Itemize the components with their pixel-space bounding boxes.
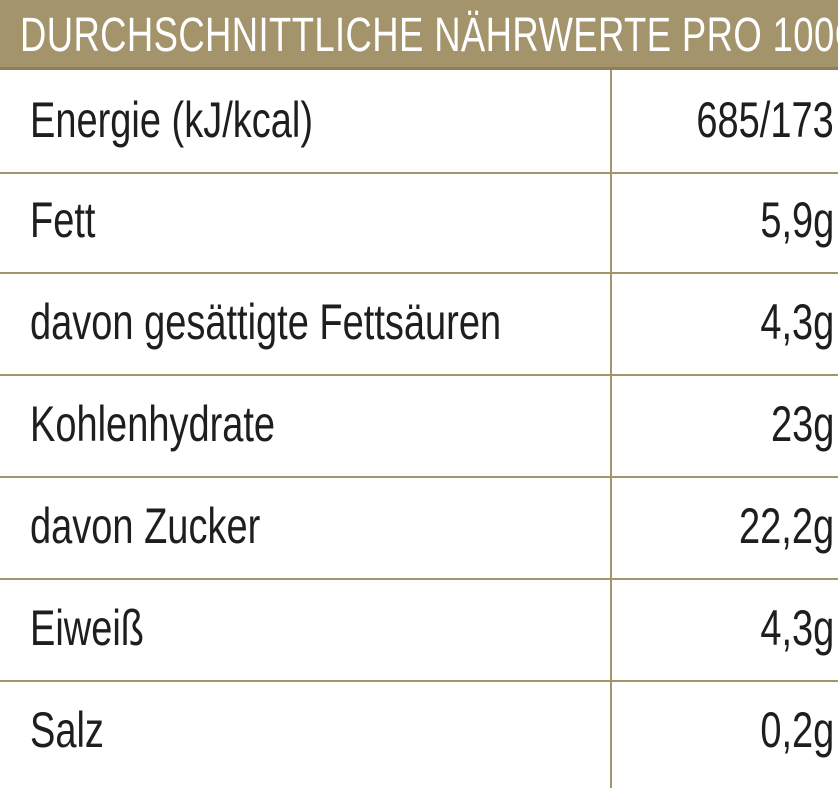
table-row-fat: Fett 5,9g bbox=[0, 170, 838, 274]
column-divider bbox=[610, 70, 612, 788]
row-label: Energie (kJ/kcal) bbox=[30, 92, 313, 148]
table-row-carbohydrates: Kohlenhydrate 23g bbox=[0, 374, 838, 478]
row-label: Fett bbox=[30, 192, 96, 248]
row-value: 0,2g bbox=[760, 702, 834, 758]
row-value: 5,9g bbox=[760, 192, 834, 248]
row-label: Salz bbox=[30, 702, 104, 758]
table-row-saturated-fat: davon gesättigte Fettsäuren 4,3g bbox=[0, 272, 838, 376]
row-label: davon Zucker bbox=[30, 498, 261, 554]
table-title: DURCHSCHNITTLICHE NÄHRWERTE PRO 100G bbox=[20, 9, 838, 62]
row-label: Eiweiß bbox=[30, 600, 145, 656]
row-value: 23g bbox=[770, 396, 834, 452]
table-row-protein: Eiweiß 4,3g bbox=[0, 578, 838, 682]
row-value: 22,2g bbox=[738, 498, 834, 554]
row-value: 4,3g bbox=[760, 600, 834, 656]
row-value: 4,3g bbox=[760, 294, 834, 350]
table-header: DURCHSCHNITTLICHE NÄHRWERTE PRO 100G bbox=[0, 0, 838, 70]
table-row-salt: Salz 0,2g bbox=[0, 680, 838, 784]
row-label: davon gesättigte Fettsäuren bbox=[30, 294, 502, 350]
row-label: Kohlenhydrate bbox=[30, 396, 276, 452]
row-value: 685/173 bbox=[696, 92, 834, 148]
table-row-sugar: davon Zucker 22,2g bbox=[0, 476, 838, 580]
table-row-energy: Energie (kJ/kcal) 685/173 bbox=[0, 70, 838, 174]
